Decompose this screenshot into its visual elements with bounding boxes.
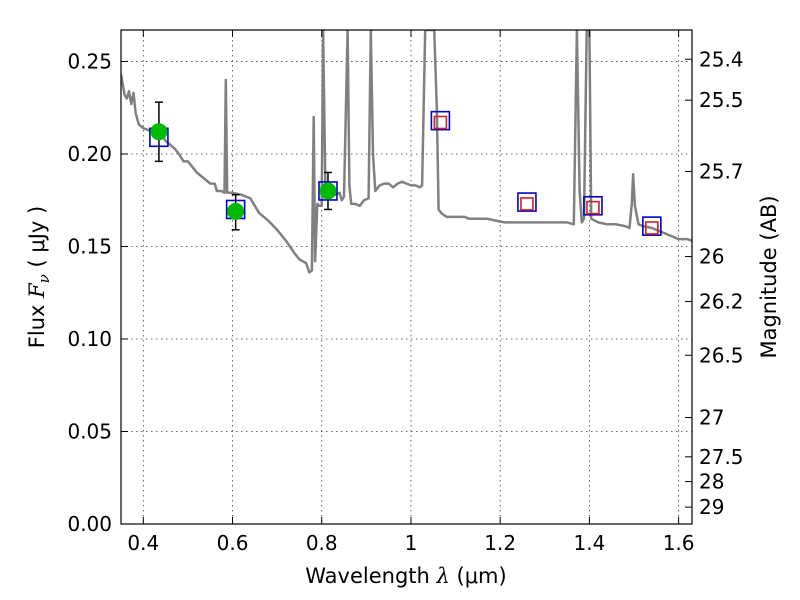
right-tick-label: 27.5 [699,445,744,469]
band-flux-marker [520,197,534,211]
right-tick-label: 25.5 [699,88,744,112]
y-tick-label: 0.10 [67,327,112,351]
band-flux-marker [586,200,600,215]
right-tick-label: 26 [699,245,724,269]
x-tick-label: 1.2 [484,531,516,555]
right-tick-label: 25.7 [699,159,744,183]
x-tick-label: 1.4 [573,531,605,555]
x-tick-label: 1.6 [663,531,695,555]
y-axis-label: Flux Fν ( μJy ) [25,206,53,348]
y-tick-label: 0.00 [67,512,112,536]
model-spectrum-line [121,30,692,274]
observed-flux-point [227,202,245,220]
model-flux-marker [642,216,662,236]
y-tick-label: 0.15 [67,234,112,258]
right-tick-label: 28 [699,470,724,494]
right-tick-label: 25.4 [699,47,744,71]
right-axis-label: Magnitude (AB) [757,195,781,358]
x-tick-label: 0.8 [306,531,338,555]
x-tick-label: 0.4 [127,531,159,555]
observed-flux-point [150,123,168,141]
y-tick-label: 0.20 [67,142,112,166]
observed-flux-point [319,182,337,200]
right-tick-label: 26.2 [699,290,744,314]
band-flux-marker [645,221,659,235]
axes-frame [120,29,693,525]
plot-area [121,30,692,274]
axis-ticks: 0.4 0.6 0.8 1 1.2 1.4 1.6 0.00 0.05 0.10 0.15 0.20 0… [67,30,744,555]
grid-lines [121,30,692,525]
right-tick-label: 26.5 [699,343,744,367]
y-tick-label: 0.05 [67,419,112,443]
x-tick-label: 0.6 [217,531,249,555]
y-tick-label: 0.25 [67,49,112,73]
x-axis-label: Wavelength λ (μm) [305,564,506,588]
right-tick-label: 27 [699,406,724,430]
band-flux-marker [433,115,448,130]
x-tick-label: 1 [405,531,418,555]
model-flux-marker [583,195,603,216]
model-flux-marker [517,192,537,212]
right-tick-label: 29 [699,495,724,519]
model-flux-marker [430,110,451,131]
